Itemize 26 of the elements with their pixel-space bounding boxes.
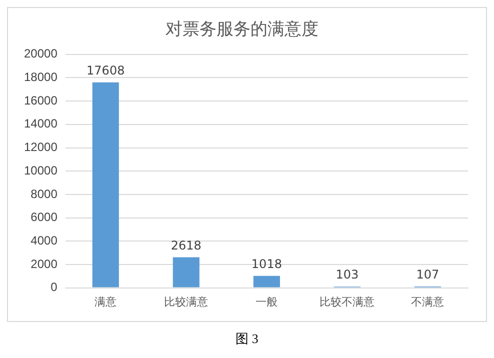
- data-label: 17608: [86, 63, 125, 78]
- data-label: 103: [336, 268, 359, 282]
- x-tick-label: 一般: [256, 296, 278, 308]
- y-tick-label: 4000: [30, 233, 58, 248]
- bar: [172, 257, 200, 288]
- y-tick-label: 20000: [24, 46, 58, 61]
- y-tick-label: 16000: [24, 93, 58, 108]
- x-tick-label: 不满意: [411, 295, 444, 308]
- data-label: 2618: [170, 238, 202, 252]
- bar: [253, 276, 280, 288]
- y-tick-label: 2000: [30, 256, 58, 271]
- y-tick-label: 18000: [24, 70, 58, 84]
- x-tick-label: 比较满意: [164, 295, 208, 308]
- x-tick-label: 比较不满意: [320, 295, 375, 308]
- y-tick-label: 8000: [30, 186, 58, 201]
- data-label: 107: [416, 268, 440, 282]
- y-tick-label: 14000: [24, 116, 58, 131]
- y-tick-label: 0: [50, 280, 58, 294]
- y-tick-label: 6000: [30, 210, 58, 224]
- bar: [92, 82, 119, 288]
- x-tick-label: 满意: [94, 295, 117, 308]
- y-tick-label: 12000: [24, 140, 58, 154]
- caption: 图 3: [234, 330, 260, 348]
- chart-title: 对票务服务的满意度: [166, 20, 318, 40]
- y-tick-label: 10000: [24, 163, 58, 178]
- data-label: 1018: [251, 257, 282, 272]
